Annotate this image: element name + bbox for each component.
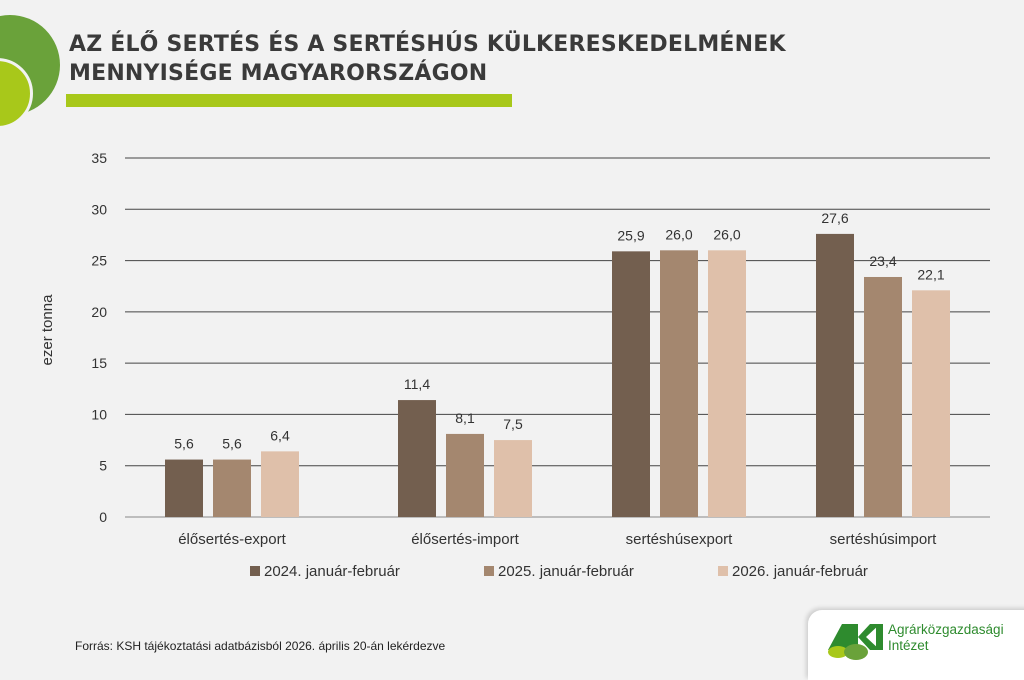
data-label: 11,4 <box>404 376 430 392</box>
y-tick-label: 0 <box>99 509 107 525</box>
legend-label: 2026. január-február <box>732 563 868 580</box>
x-tick-label: sertéshúsimport <box>830 531 938 548</box>
bar <box>446 433 484 517</box>
legend-label: 2025. január-február <box>498 563 634 580</box>
x-tick-label: sertéshúsexport <box>626 531 734 548</box>
legend-label: 2024. január-február <box>264 563 400 580</box>
bar <box>864 276 902 517</box>
data-label: 7,5 <box>503 416 523 432</box>
source-note: Forrás: KSH tájékoztatási adatbázisból 2… <box>75 639 446 653</box>
bar <box>261 451 299 517</box>
bar <box>213 459 251 517</box>
bar <box>816 233 854 517</box>
chart-title: AZ ÉLŐ SERTÉS ÉS A SERTÉSHÚS KÜLKERESKED… <box>69 30 786 88</box>
data-label: 26,0 <box>713 226 740 242</box>
y-tick-label: 10 <box>91 406 107 422</box>
title-line-1: AZ ÉLŐ SERTÉS ÉS A SERTÉSHÚS KÜLKERESKED… <box>69 32 786 57</box>
y-tick-label: 25 <box>91 253 107 269</box>
data-label: 5,6 <box>174 436 194 452</box>
data-label: 27,6 <box>821 210 848 226</box>
bar <box>708 250 746 518</box>
y-tick-label: 15 <box>91 355 107 371</box>
legend-swatch <box>484 566 494 576</box>
y-tick-label: 30 <box>91 201 107 217</box>
y-tick-label: 5 <box>99 458 107 474</box>
y-tick-label: 35 <box>91 150 107 166</box>
bar <box>912 290 950 517</box>
data-label: 5,6 <box>222 436 242 452</box>
y-tick-label: 20 <box>91 304 107 320</box>
bar <box>612 251 650 517</box>
bar <box>660 250 698 518</box>
bar <box>165 459 203 517</box>
data-label: 26,0 <box>665 226 692 242</box>
data-label: 8,1 <box>455 410 475 426</box>
bar <box>494 440 532 517</box>
data-label: 23,4 <box>869 253 896 269</box>
legend-swatch <box>718 566 728 576</box>
legend-swatch <box>250 566 260 576</box>
data-label: 22,1 <box>917 266 944 282</box>
logo-line-1: Agrárközgazdasági <box>888 622 1004 637</box>
y-axis-label: ezer tonna <box>39 294 56 366</box>
logo-text: Agrárközgazdasági Intézet <box>888 622 1004 654</box>
title-underline <box>66 94 512 107</box>
logo-line-2: Intézet <box>888 638 929 653</box>
bar-chart: 0 5 10 15 20 25 30 35 ezer tonna 5,6 5,6 6,4 élősert… <box>39 150 990 580</box>
data-label: 25,9 <box>617 227 644 243</box>
x-tick-label: élősertés-export <box>178 531 286 548</box>
x-tick-label: élősertés-import <box>411 531 519 548</box>
title-line-2: MENNYISÉGE MAGYARORSZÁGON <box>69 61 488 86</box>
bar <box>398 400 436 517</box>
data-label: 6,4 <box>270 427 290 443</box>
